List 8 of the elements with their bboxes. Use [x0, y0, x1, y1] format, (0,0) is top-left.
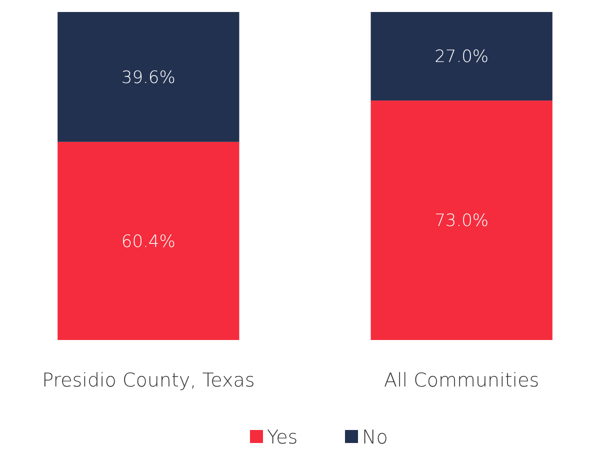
x-tick-label: All Communities: [384, 370, 540, 392]
data-label: 73.0%: [434, 211, 489, 232]
legend-label: Yes: [267, 426, 298, 449]
data-label: 60.4%: [121, 232, 176, 252]
legend-label: No: [362, 426, 388, 449]
x-tick-label: Presidio County, Texas: [42, 370, 255, 392]
data-label: 27.0%: [434, 47, 489, 68]
data-label: 39.6%: [121, 68, 176, 88]
